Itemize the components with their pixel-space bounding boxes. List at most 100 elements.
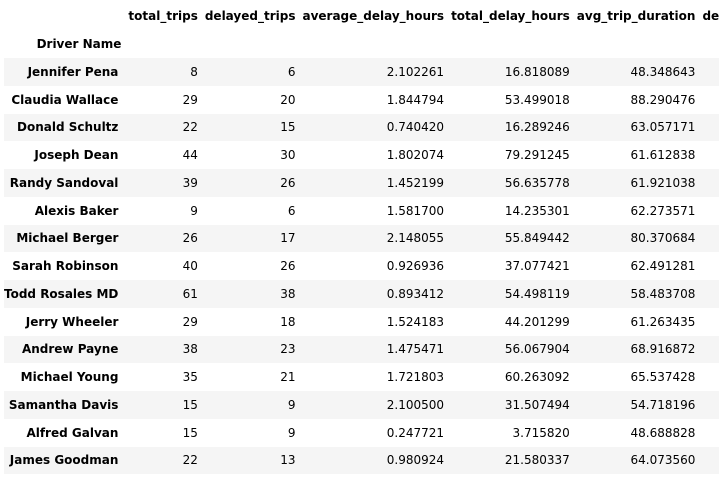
table-cell: 54.718196 bbox=[630, 397, 696, 412]
table-cell: 18 bbox=[280, 314, 296, 329]
table-cell: 61 bbox=[182, 286, 198, 301]
table-cell: 38 bbox=[280, 286, 296, 301]
table-cell: 23 bbox=[280, 342, 296, 357]
table-cell: 0.893412 bbox=[386, 286, 445, 301]
table-cell: 59.090909 bbox=[702, 447, 719, 475]
table-cell: 62.068966 bbox=[702, 308, 719, 336]
table-cell: 37.077421 bbox=[504, 259, 570, 274]
table-cell: 62.491281 bbox=[630, 259, 696, 274]
table-cell: 9 bbox=[287, 425, 296, 440]
table-cell: 61.612838 bbox=[630, 148, 696, 163]
table-cell: 0.980924 bbox=[386, 453, 445, 468]
table-cell: 61.921038 bbox=[630, 175, 696, 190]
table-cell: 48.688828 bbox=[630, 425, 696, 440]
table-cell: 60.000000 bbox=[702, 391, 719, 419]
driver-name-cell: Jennifer Pena bbox=[27, 64, 119, 79]
table-cell: 44.201299 bbox=[504, 314, 570, 329]
table-cell: 48.348643 bbox=[630, 64, 696, 79]
table-cell: 16.818089 bbox=[504, 64, 570, 79]
table-cell: 61.263435 bbox=[630, 314, 696, 329]
table-cell: 64.073560 bbox=[630, 453, 696, 468]
driver-name-cell: Michael Young bbox=[20, 370, 119, 385]
table-cell: 1.802074 bbox=[386, 148, 445, 163]
table-header: total_trips delayed_trips average_delay_… bbox=[4, 2, 719, 58]
table-cell: 15 bbox=[182, 397, 198, 412]
table-cell: 6 bbox=[287, 64, 296, 79]
table-cell: 66.666667 bbox=[702, 197, 719, 225]
column-header-row: total_trips delayed_trips average_delay_… bbox=[4, 2, 719, 30]
table-cell: 35 bbox=[182, 370, 198, 385]
table-cell: 79.291245 bbox=[504, 148, 570, 163]
driver-name-cell: Andrew Payne bbox=[21, 342, 119, 357]
table-cell: 9 bbox=[190, 203, 198, 218]
table-row: Michael Young 35 21 1.721803 60.263092 65.537… bbox=[4, 363, 719, 391]
table-row: Jennifer Pena 8 6 2.102261 16.818089 48.34864… bbox=[4, 58, 719, 86]
table-body: Jennifer Pena 8 6 2.102261 16.818089 48.34864… bbox=[4, 58, 719, 475]
table-cell: 14.235301 bbox=[504, 203, 570, 218]
empty-header-cell bbox=[577, 30, 703, 58]
table-row: James Goodman 22 13 0.980924 21.580337 64.073… bbox=[4, 446, 719, 475]
index-name-header: Driver Name bbox=[36, 37, 122, 51]
table-cell: 15 bbox=[182, 425, 198, 440]
table-cell: 60.263092 bbox=[504, 370, 570, 385]
table-cell: 0.926936 bbox=[386, 259, 445, 274]
table-cell: 15 bbox=[280, 120, 296, 135]
column-header: avg_trip_duration bbox=[576, 9, 696, 23]
table-cell: 17 bbox=[280, 231, 296, 246]
table-cell: 53.499018 bbox=[504, 92, 570, 107]
table-cell: 3.715820 bbox=[512, 425, 570, 440]
table-cell: 39 bbox=[182, 175, 198, 190]
table-cell: 55.849442 bbox=[504, 231, 570, 246]
empty-header-cell bbox=[702, 30, 719, 58]
table-cell: 29 bbox=[182, 92, 198, 107]
table-cell: 56.635778 bbox=[504, 175, 570, 190]
driver-delay-table: total_trips delayed_trips average_delay_… bbox=[4, 2, 719, 475]
table-cell: 0.247721 bbox=[386, 425, 445, 440]
driver-name-cell: Joseph Dean bbox=[34, 148, 119, 163]
table-cell: 62.295082 bbox=[702, 280, 719, 308]
driver-name-cell: Randy Sandoval bbox=[9, 175, 119, 190]
table-cell: 13 bbox=[280, 453, 296, 468]
table-cell: 1.524183 bbox=[386, 314, 445, 329]
table-cell: 75.000000 bbox=[702, 58, 719, 86]
table-cell: 40 bbox=[182, 259, 198, 274]
table-cell: 80.370684 bbox=[630, 231, 696, 246]
table-cell: 60.526316 bbox=[702, 336, 719, 364]
column-header: total_trips bbox=[128, 9, 198, 23]
driver-name-cell: Samantha Davis bbox=[8, 397, 119, 412]
driver-name-cell: Sarah Robinson bbox=[12, 259, 119, 274]
table-cell: 88.290476 bbox=[630, 92, 696, 107]
table-cell: 20 bbox=[280, 92, 296, 107]
table-row: Sarah Robinson 40 26 0.926936 37.077421 62.49… bbox=[4, 252, 719, 280]
table-row: Michael Berger 26 17 2.148055 55.849442 80.37… bbox=[4, 224, 719, 253]
table-cell: 62.273571 bbox=[630, 203, 696, 218]
table-cell: 60.000000 bbox=[702, 419, 719, 447]
driver-name-cell: Michael Berger bbox=[16, 231, 119, 246]
table-cell: 31.507494 bbox=[504, 397, 570, 412]
table-cell: 29 bbox=[182, 314, 198, 329]
table-cell: 63.057171 bbox=[630, 120, 696, 135]
table-cell: 56.067904 bbox=[504, 342, 570, 357]
header-corner bbox=[4, 2, 128, 30]
table-cell: 6 bbox=[287, 203, 296, 218]
table-cell: 30 bbox=[280, 148, 296, 163]
table-cell: 38 bbox=[182, 342, 198, 357]
index-name-row: Driver Name bbox=[4, 30, 719, 58]
table-cell: 68.181818 bbox=[702, 141, 719, 169]
table-cell: 2.100500 bbox=[386, 397, 445, 412]
table-row: Randy Sandoval 39 26 1.452199 56.635778 61.92… bbox=[4, 169, 719, 197]
table-row: Joseph Dean 44 30 1.802074 79.291245 61.61283… bbox=[4, 141, 719, 169]
table-cell: 68.965517 bbox=[702, 86, 719, 114]
table-cell: 66.666667 bbox=[702, 169, 719, 197]
table-cell: 22 bbox=[182, 120, 198, 135]
table-cell: 58.483708 bbox=[630, 286, 696, 301]
table-cell: 65.000000 bbox=[702, 252, 719, 280]
table-cell: 9 bbox=[287, 397, 296, 412]
table-cell: 21 bbox=[280, 370, 296, 385]
column-header: total_delay_hours bbox=[451, 9, 570, 23]
table-cell: 1.721803 bbox=[386, 370, 445, 385]
table-row: Alexis Baker 9 6 1.581700 14.235301 62.273571… bbox=[4, 196, 719, 225]
table-row: Samantha Davis 15 9 2.100500 31.507494 54.718… bbox=[4, 391, 719, 419]
table-cell: 26 bbox=[182, 231, 198, 246]
driver-name-cell: Jerry Wheeler bbox=[25, 314, 119, 329]
